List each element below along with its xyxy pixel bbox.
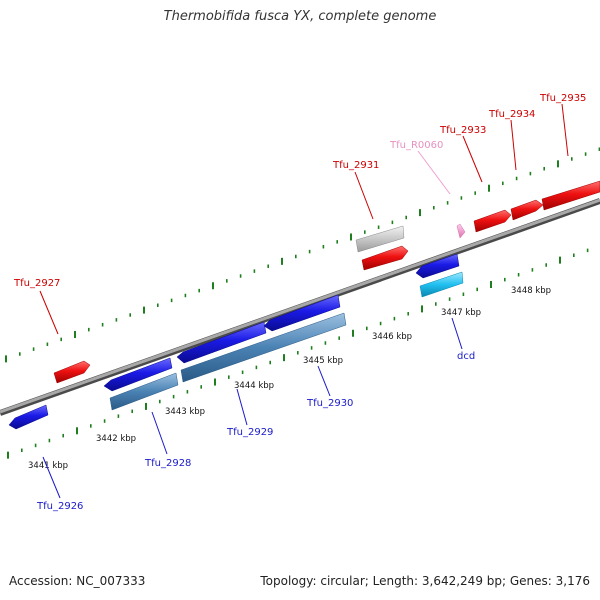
label-tfu-2931[interactable]: Tfu_2931 bbox=[332, 160, 379, 171]
forward-genes bbox=[53, 180, 600, 384]
leader-tfu-2930 bbox=[317, 365, 331, 397]
reverse-genes bbox=[8, 253, 464, 430]
label-tfu-r0060[interactable]: Tfu_R0060 bbox=[389, 140, 443, 151]
gene-tfu-2927[interactable] bbox=[53, 360, 91, 384]
label-tfu-2933[interactable]: Tfu_2933 bbox=[439, 125, 486, 136]
scale-label-3443: 3443 kbp bbox=[165, 407, 205, 417]
leader-dcd bbox=[451, 317, 463, 350]
accession-label: Accession: NC_007333 bbox=[9, 574, 146, 588]
gene-tfu-2931[interactable] bbox=[361, 245, 409, 271]
leader-tfu-2935 bbox=[561, 103, 569, 157]
label-dcd[interactable]: dcd bbox=[457, 351, 475, 362]
gene-dcd[interactable] bbox=[415, 253, 460, 279]
gene-tfu-2926[interactable] bbox=[8, 404, 49, 430]
map-title: Thermobifida fusca YX, complete genome bbox=[163, 9, 437, 24]
label-tfu-2929[interactable]: Tfu_2929 bbox=[226, 427, 273, 438]
scale-label-3446: 3446 kbp bbox=[372, 332, 412, 342]
scale-label-3442: 3442 kbp bbox=[96, 434, 136, 444]
gene-tfu-2930[interactable] bbox=[263, 294, 341, 332]
gene-tfu-2935[interactable] bbox=[541, 180, 600, 211]
leader-tfu-2929 bbox=[236, 388, 248, 426]
label-tfu-2934[interactable]: Tfu_2934 bbox=[488, 109, 535, 120]
gene-tfu-r0060[interactable] bbox=[456, 223, 466, 239]
scale-label-3441: 3441 kbp bbox=[28, 461, 68, 471]
scale-label-3447: 3447 kbp bbox=[441, 308, 481, 318]
upper-tick-track bbox=[5, 147, 600, 363]
scale-label-3444: 3444 kbp bbox=[234, 381, 274, 391]
leader-tfu-2926 bbox=[42, 456, 61, 499]
leader-tfu-2928 bbox=[151, 411, 168, 455]
gene-tfu-2934[interactable] bbox=[510, 199, 544, 221]
gene-tfu-2928-cds[interactable] bbox=[109, 372, 179, 411]
scale-label-3448: 3448 kbp bbox=[511, 286, 551, 296]
gene-tfu-2929-cds[interactable] bbox=[180, 312, 347, 383]
gene-tfu-2931-pseudo[interactable] bbox=[355, 225, 405, 253]
gene-labels: Tfu_2927 Tfu_2931 Tfu_R0060 Tfu_2933 Tfu… bbox=[13, 93, 586, 512]
gene-tfu-2928[interactable] bbox=[103, 357, 173, 392]
gene-dcd-cds[interactable] bbox=[419, 271, 464, 298]
scale-label-3445: 3445 kbp bbox=[303, 356, 343, 366]
gene-tfu-2933[interactable] bbox=[473, 209, 512, 233]
genome-backbone-highlight bbox=[0, 198, 600, 414]
label-tfu-2935[interactable]: Tfu_2935 bbox=[539, 93, 586, 104]
leader-tfu-2933 bbox=[462, 135, 483, 183]
genome-summary: Topology: circular; Length: 3,642,249 bp… bbox=[260, 574, 590, 588]
lower-tick-track bbox=[7, 248, 589, 459]
label-leaders bbox=[39, 103, 569, 499]
leader-tfu-2927 bbox=[39, 290, 59, 335]
leader-tfu-2934 bbox=[510, 119, 517, 171]
leader-tfu-r0060 bbox=[417, 150, 451, 195]
scale-labels: 3441 kbp 3442 kbp 3443 kbp 3444 kbp 3445… bbox=[28, 286, 551, 471]
gene-tfu-2929[interactable] bbox=[176, 321, 267, 364]
label-tfu-2928[interactable]: Tfu_2928 bbox=[144, 458, 191, 469]
label-tfu-2927[interactable]: Tfu_2927 bbox=[13, 278, 60, 289]
leader-tfu-2931 bbox=[354, 171, 374, 220]
label-tfu-2930[interactable]: Tfu_2930 bbox=[306, 398, 353, 409]
label-tfu-2926[interactable]: Tfu_2926 bbox=[36, 501, 83, 512]
